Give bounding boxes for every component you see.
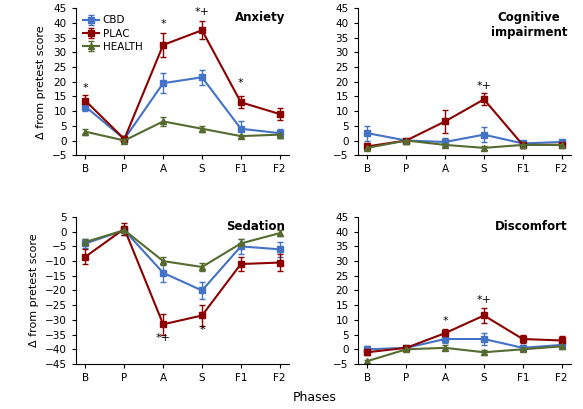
Text: Sedation: Sedation [226, 220, 285, 233]
Text: Phases: Phases [293, 391, 337, 404]
Text: *: * [83, 83, 88, 94]
Text: *: * [442, 316, 448, 326]
Text: *+: *+ [476, 295, 491, 305]
Y-axis label: Δ from pretest score: Δ from pretest score [29, 234, 39, 347]
Text: Anxiety: Anxiety [235, 11, 285, 24]
Text: Discomfort: Discomfort [494, 220, 567, 233]
Text: *: * [238, 78, 244, 88]
Text: *+: *+ [195, 7, 209, 17]
Legend: CBD, PLAC, HEALTH: CBD, PLAC, HEALTH [81, 13, 145, 54]
Text: *+: *+ [156, 333, 171, 344]
Text: *: * [160, 19, 166, 29]
Text: *+: *+ [476, 81, 491, 90]
Text: Cognitive
impairment: Cognitive impairment [490, 11, 567, 39]
Text: *: * [199, 325, 205, 335]
Y-axis label: Δ from pretest score: Δ from pretest score [36, 25, 46, 139]
